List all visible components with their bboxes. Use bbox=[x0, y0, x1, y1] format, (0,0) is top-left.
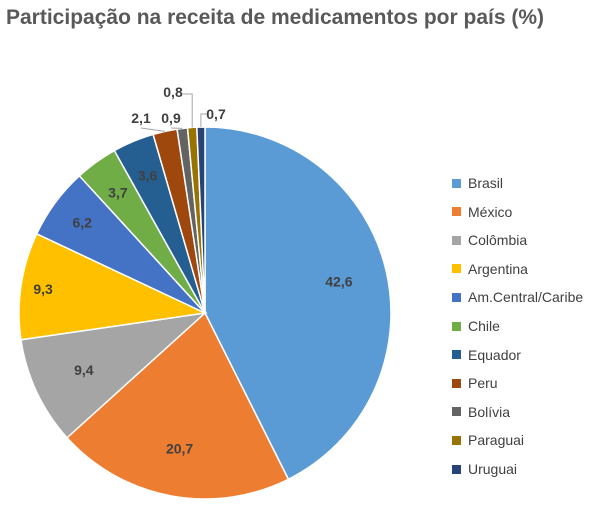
data-label-10: 0,7 bbox=[206, 106, 226, 122]
data-label-4: 6,2 bbox=[72, 215, 92, 231]
data-label-3: 9,3 bbox=[33, 281, 53, 297]
legend-label-0: Brasil bbox=[468, 175, 504, 191]
legend-swatch-10 bbox=[452, 464, 461, 474]
legend-item-10: Uruguai bbox=[452, 460, 517, 478]
legend-item-6: Equador bbox=[452, 346, 521, 364]
leader-lines bbox=[140, 93, 208, 132]
legend-item-5: Chile bbox=[452, 317, 500, 335]
leader-line-7 bbox=[140, 127, 166, 132]
data-label-9: 0,8 bbox=[163, 84, 183, 100]
legend-swatch-0 bbox=[452, 178, 461, 188]
legend-label-5: Chile bbox=[468, 318, 500, 334]
legend-item-0: Brasil bbox=[452, 174, 503, 192]
data-label-6: 3,6 bbox=[138, 168, 158, 184]
legend-item-4: Am.Central/Caribe bbox=[452, 288, 583, 306]
pie-slice-10 bbox=[196, 126, 206, 314]
legend-item-2: Colômbia bbox=[452, 231, 527, 249]
data-label-8: 0,9 bbox=[161, 110, 181, 126]
legend-label-10: Uruguai bbox=[468, 461, 518, 477]
legend-swatch-7 bbox=[452, 378, 461, 388]
legend-label-2: Colômbia bbox=[468, 232, 528, 249]
data-label-7: 2,1 bbox=[131, 110, 151, 126]
legend-item-7: Peru bbox=[452, 374, 498, 392]
legend-swatch-3 bbox=[452, 264, 461, 274]
chart-title: Participação na receita de medicamentos … bbox=[6, 6, 545, 29]
legend-swatch-9 bbox=[452, 435, 461, 445]
leader-line-9 bbox=[183, 93, 193, 128]
data-label-0: 42,6 bbox=[325, 273, 352, 289]
legend-label-7: Peru bbox=[468, 375, 498, 392]
data-label-1: 20,7 bbox=[166, 440, 193, 456]
data-label-2: 9,4 bbox=[74, 362, 94, 378]
legend-swatch-5 bbox=[452, 321, 461, 331]
pie-slice-0 bbox=[204, 126, 392, 481]
legend-item-9: Paraguai bbox=[452, 431, 524, 449]
pie-slice-3 bbox=[18, 232, 208, 341]
legend-label-3: Argentina bbox=[468, 260, 528, 277]
legend-item-1: México bbox=[452, 203, 512, 221]
legend-swatch-1 bbox=[452, 207, 461, 217]
legend-label-6: Equador bbox=[468, 346, 521, 363]
legend-swatch-6 bbox=[452, 350, 461, 360]
legend-label-8: Bolívia bbox=[468, 403, 511, 420]
legend-swatch-8 bbox=[452, 407, 461, 417]
leader-line-10 bbox=[200, 113, 208, 127]
legend-item-3: Argentina bbox=[452, 260, 528, 278]
data-labels: 42,6 20,7 9,4 9,3 6,2 3,7 3,6 2,1 0,9 0,8 0,7 bbox=[33, 84, 352, 456]
pie-slices bbox=[18, 126, 392, 500]
legend-swatch-2 bbox=[452, 235, 461, 245]
legend-swatch-4 bbox=[452, 292, 461, 302]
pie-slice-1 bbox=[65, 311, 290, 500]
data-label-5: 3,7 bbox=[108, 184, 128, 200]
legend-label-4: Am.Central/Caribe bbox=[468, 289, 584, 306]
pie-slice-2 bbox=[20, 311, 208, 439]
legend-item-8: Bolívia bbox=[452, 403, 510, 421]
legend-label-1: México bbox=[468, 203, 513, 220]
legend-label-9: Paraguai bbox=[468, 432, 525, 449]
